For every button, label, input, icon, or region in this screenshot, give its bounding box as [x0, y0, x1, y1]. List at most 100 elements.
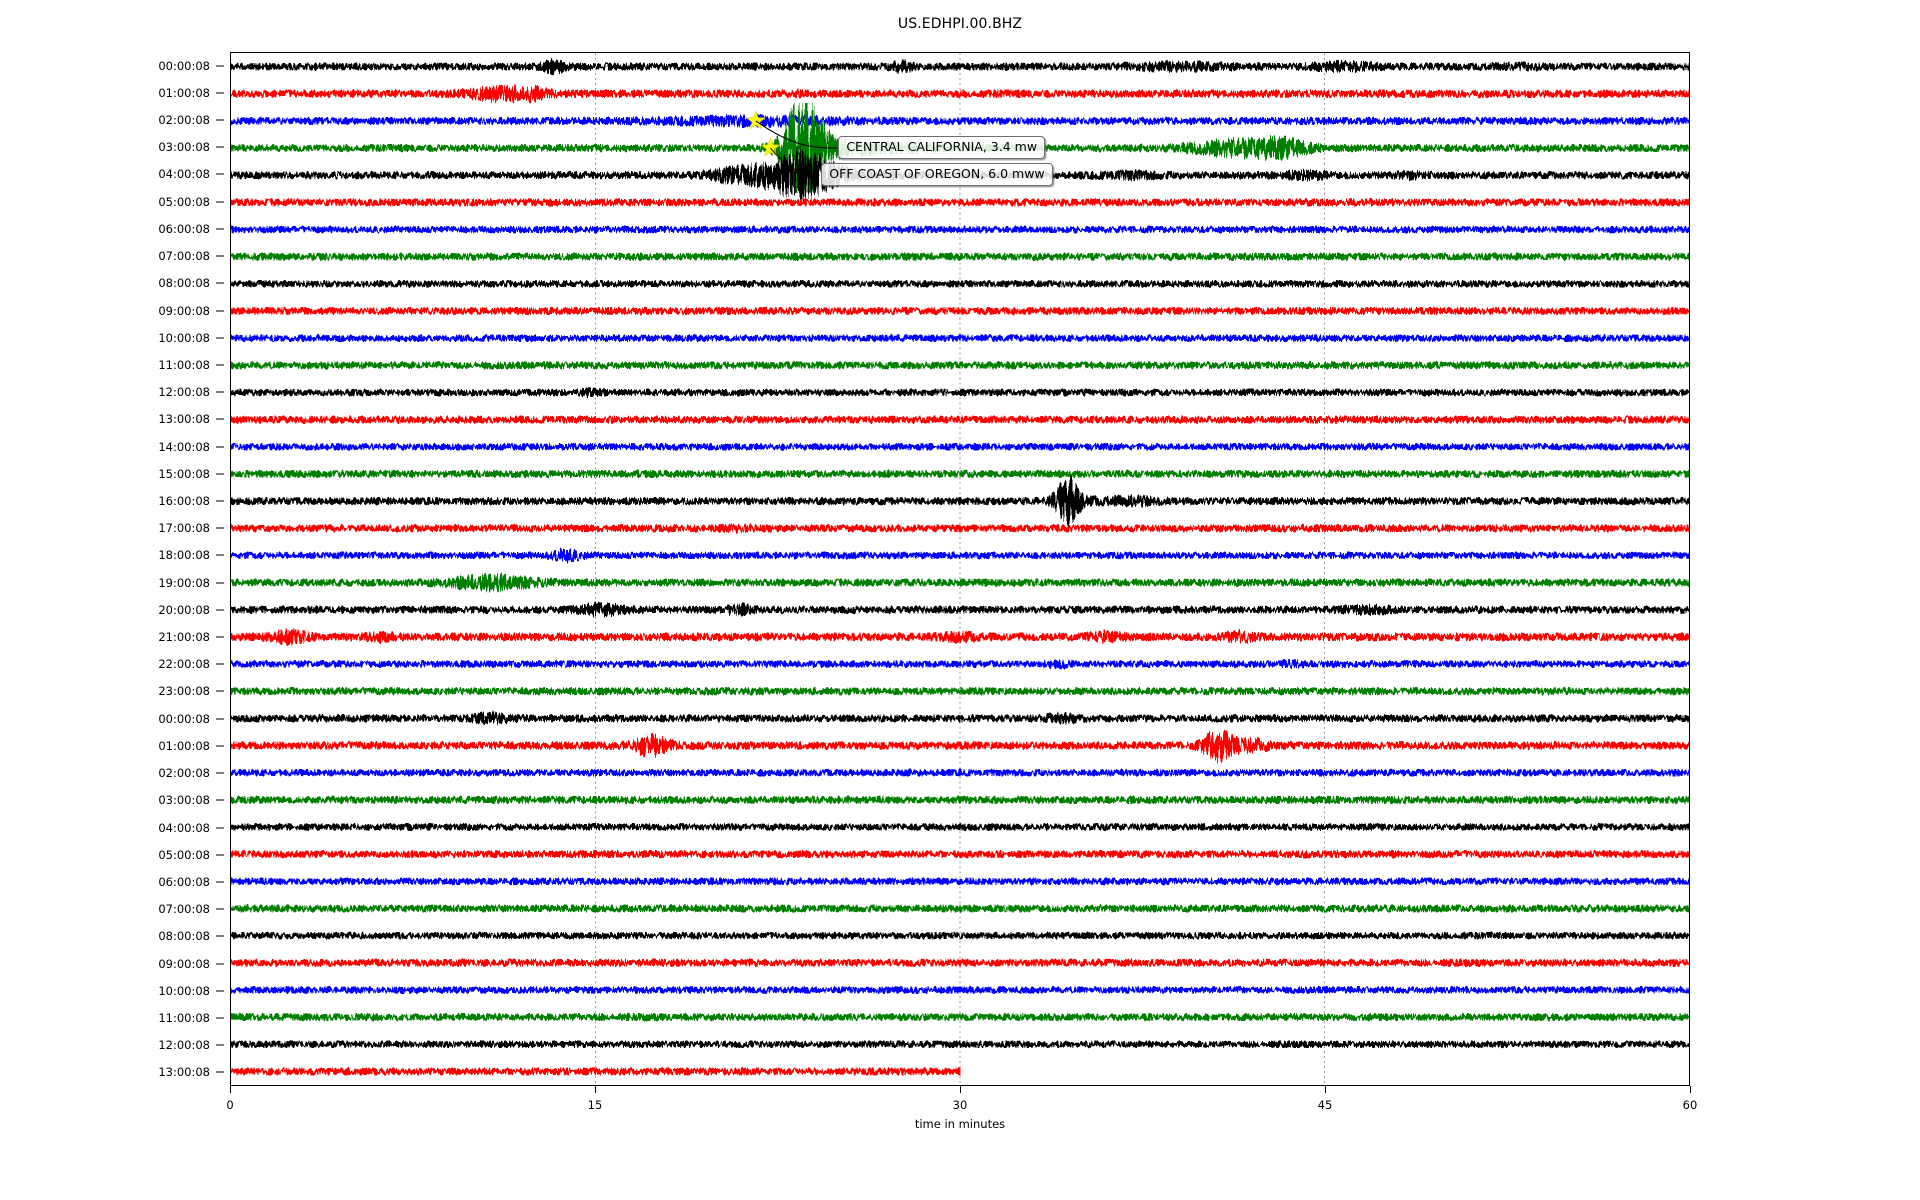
trace-line — [231, 442, 1689, 452]
y-axis-tick-labels: 00:00:08 01:00:08 02:00:08 03:00:08 04:00:08… — [0, 52, 224, 1086]
y-axis-tick — [216, 228, 224, 230]
trace-line — [231, 1039, 1689, 1049]
annotation-leader-line — [755, 120, 837, 149]
y-axis-tick — [216, 1017, 224, 1019]
y-axis-tick-label: 01:00:08 — [158, 85, 210, 100]
trace-line — [231, 197, 1689, 208]
x-axis-tick — [595, 1086, 596, 1093]
y-axis-tick — [216, 554, 224, 556]
y-axis-tick — [216, 908, 224, 910]
seismic-traces — [231, 53, 1689, 1085]
trace-line — [231, 475, 1689, 528]
event-star-marker — [760, 137, 781, 157]
y-axis-tick — [216, 173, 224, 175]
y-axis-tick — [216, 1071, 224, 1073]
trace-line — [231, 386, 1689, 399]
y-axis-tick — [216, 364, 224, 366]
y-axis-tick-label: 07:00:08 — [158, 902, 210, 917]
trace-line — [231, 658, 1689, 670]
event-star-marker — [745, 110, 766, 130]
trace-line — [231, 333, 1689, 343]
y-axis-tick-label: 10:00:08 — [158, 330, 210, 345]
trace-line — [231, 251, 1689, 262]
x-axis-tick-label: 0 — [226, 1098, 234, 1112]
y-axis-tick-label: 19:00:08 — [158, 575, 210, 590]
trace-line — [231, 469, 1689, 479]
y-axis-tick-label: 14:00:08 — [158, 439, 210, 454]
y-axis-tick-label: 13:00:08 — [158, 1065, 210, 1080]
y-axis-tick-label: 12:00:08 — [158, 385, 210, 400]
trace-line — [231, 822, 1689, 832]
y-axis-tick-label: 11:00:08 — [158, 357, 210, 372]
trace-line — [231, 1066, 961, 1077]
y-axis-tick-label: 23:00:08 — [158, 684, 210, 699]
y-axis-tick-label: 09:00:08 — [158, 956, 210, 971]
trace-line — [231, 279, 1689, 289]
y-axis-tick — [216, 473, 224, 475]
y-axis-tick-label: 04:00:08 — [158, 167, 210, 182]
y-axis-tick — [216, 772, 224, 774]
y-axis-tick-label: 03:00:08 — [158, 140, 210, 155]
y-axis-tick-label: 20:00:08 — [158, 602, 210, 617]
x-axis-tick-label: 15 — [587, 1098, 603, 1112]
y-axis-tick-label: 00:00:08 — [158, 711, 210, 726]
y-axis-tick-label: 15:00:08 — [158, 466, 210, 481]
y-axis-tick-label: 11:00:08 — [158, 1010, 210, 1025]
y-axis-tick — [216, 418, 224, 420]
y-axis-tick-label: 12:00:08 — [158, 1038, 210, 1053]
y-axis-tick-label: 05:00:08 — [158, 194, 210, 209]
y-axis-tick — [216, 881, 224, 883]
y-axis-tick-label: 22:00:08 — [158, 657, 210, 672]
y-axis-tick — [216, 935, 224, 937]
x-axis-title: time in minutes — [914, 1117, 1006, 1131]
trace-line — [231, 113, 1689, 129]
y-axis-tick — [216, 582, 224, 584]
y-axis-tick-label: 13:00:08 — [158, 412, 210, 427]
trace-line — [231, 794, 1689, 805]
y-axis-tick — [216, 663, 224, 665]
trace-line — [231, 710, 1689, 726]
y-axis-tick-label: 06:00:08 — [158, 874, 210, 889]
y-axis-tick-label: 03:00:08 — [158, 793, 210, 808]
y-axis-tick-label: 17:00:08 — [158, 521, 210, 536]
y-axis-tick-label: 02:00:08 — [158, 766, 210, 781]
trace-line — [231, 306, 1689, 317]
y-axis-tick — [216, 609, 224, 611]
trace-line — [231, 572, 1689, 594]
y-axis-tick — [216, 527, 224, 529]
y-axis-tick-label: 04:00:08 — [158, 820, 210, 835]
y-axis-tick — [216, 391, 224, 393]
x-axis-tick — [1690, 1086, 1691, 1093]
trace-line — [231, 957, 1689, 968]
trace-line — [231, 985, 1689, 995]
trace-line — [231, 522, 1689, 535]
y-axis-tick-label: 21:00:08 — [158, 630, 210, 645]
y-axis-tick — [216, 1044, 224, 1046]
x-axis-tick-labels: 0 15 30 45 60 — [226, 1086, 1697, 1126]
y-axis-tick-label: 10:00:08 — [158, 983, 210, 998]
x-axis-tick-label: 60 — [1682, 1098, 1698, 1112]
y-axis-tick — [216, 690, 224, 692]
y-axis-tick-label: 18:00:08 — [158, 548, 210, 563]
trace-line — [231, 360, 1689, 371]
trace-line — [231, 767, 1689, 778]
y-axis-tick — [216, 745, 224, 747]
y-axis-tick-label: 02:00:08 — [158, 113, 210, 128]
y-axis-tick — [216, 337, 224, 339]
y-axis-tick-label: 01:00:08 — [158, 738, 210, 753]
y-axis-tick — [216, 146, 224, 148]
y-axis-tick — [216, 446, 224, 448]
plot-axes-frame — [230, 52, 1690, 1086]
y-axis-tick — [216, 92, 224, 94]
trace-line — [231, 930, 1689, 941]
trace-line — [231, 546, 1689, 564]
y-axis-tick-label: 07:00:08 — [158, 249, 210, 264]
y-axis-tick — [216, 255, 224, 257]
trace-line — [231, 729, 1689, 765]
y-axis-tick-label: 00:00:08 — [158, 58, 210, 73]
trace-line — [231, 686, 1689, 697]
y-axis-tick — [216, 854, 224, 856]
y-axis-tick — [216, 282, 224, 284]
x-axis-tick-label: 30 — [952, 1098, 968, 1112]
